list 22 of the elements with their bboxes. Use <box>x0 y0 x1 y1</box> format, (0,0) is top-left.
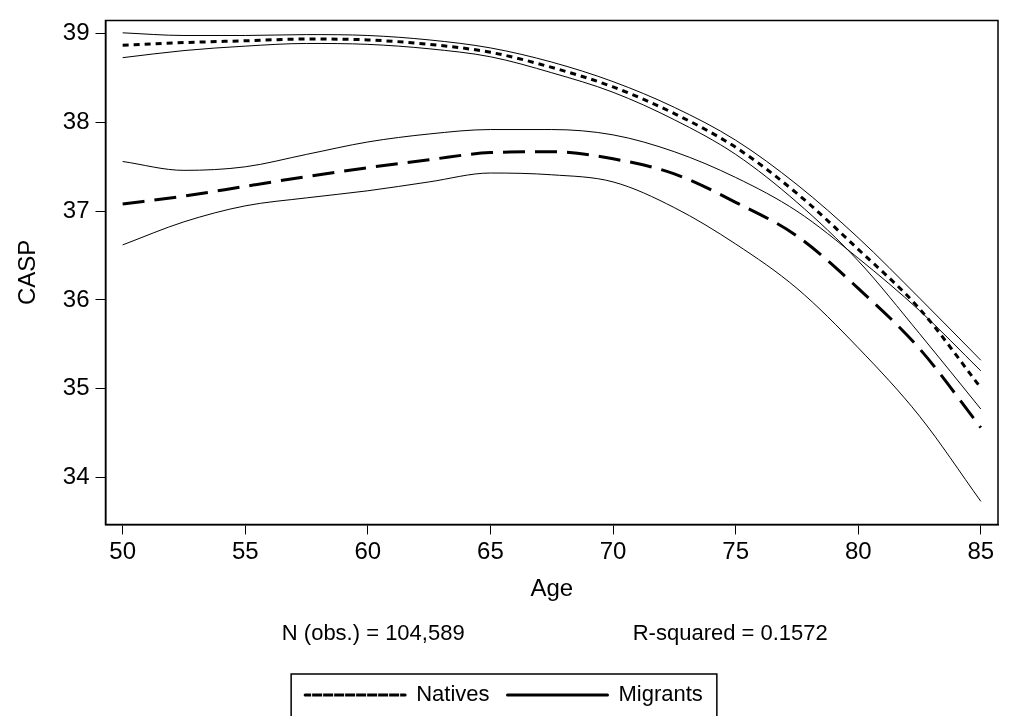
x-tick-label: 55 <box>231 537 259 565</box>
y-tick-label: 39 <box>62 18 90 46</box>
x-tick-label: 70 <box>599 537 627 565</box>
text: N (obs.) = 104,589 <box>281 620 465 646</box>
x-tick-label: 50 <box>109 537 137 565</box>
legend-label: Migrants <box>618 681 703 707</box>
y-tick-label: 35 <box>62 373 90 401</box>
y-tick-label: 38 <box>62 107 90 135</box>
line-series <box>122 172 982 502</box>
y-axis-title: CASP <box>13 239 41 306</box>
x-tick-label: 60 <box>354 537 382 565</box>
line-series <box>121 150 983 430</box>
legend-label: Natives <box>416 681 490 707</box>
x-tick-label: 80 <box>844 537 872 565</box>
x-tick-label: 85 <box>967 537 995 565</box>
x-tick-label: 65 <box>477 537 504 565</box>
text: R-squared = 0.1572 <box>632 620 828 646</box>
x-tick-label: 75 <box>722 537 749 565</box>
y-tick-label: 34 <box>62 462 90 489</box>
y-tick-label: 36 <box>62 284 90 312</box>
x-axis-title: Age <box>530 574 574 602</box>
y-tick-label: 37 <box>62 195 90 223</box>
